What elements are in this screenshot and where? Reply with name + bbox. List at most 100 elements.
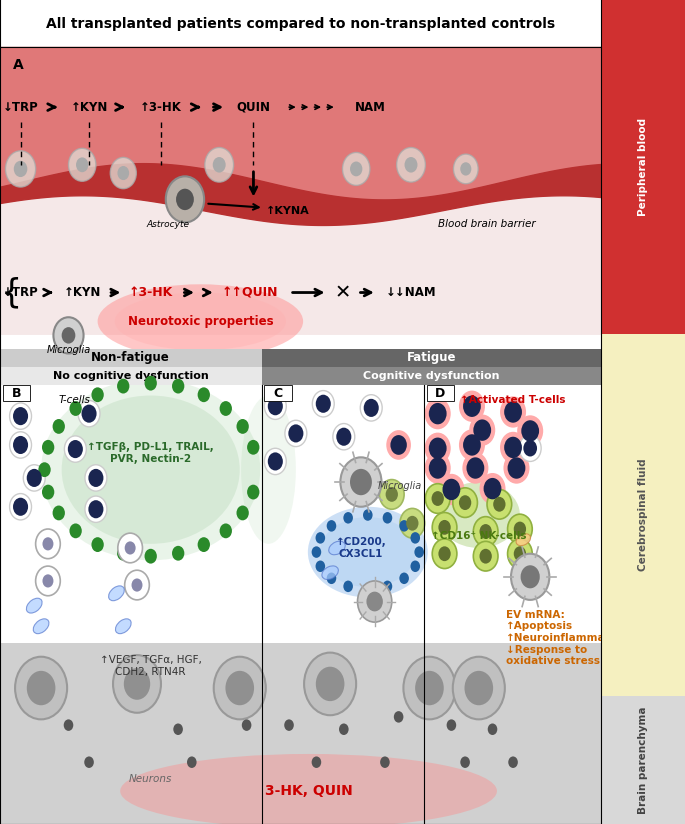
Circle shape: [414, 546, 424, 558]
Circle shape: [5, 151, 36, 187]
Circle shape: [82, 405, 97, 423]
Circle shape: [118, 533, 142, 563]
Circle shape: [429, 438, 447, 459]
Circle shape: [473, 541, 498, 571]
Circle shape: [410, 532, 420, 544]
Circle shape: [386, 487, 398, 502]
Circle shape: [285, 420, 307, 447]
Circle shape: [340, 457, 382, 507]
Circle shape: [110, 157, 136, 189]
Circle shape: [125, 570, 149, 600]
Text: C: C: [273, 386, 283, 400]
Text: ↑Activated T-cells: ↑Activated T-cells: [460, 395, 566, 405]
Ellipse shape: [322, 566, 338, 579]
Bar: [0, 47, 601, 214]
Text: ↑3-HK: ↑3-HK: [129, 286, 173, 299]
Circle shape: [145, 376, 157, 391]
Circle shape: [145, 549, 157, 564]
Circle shape: [42, 537, 53, 550]
Circle shape: [327, 573, 336, 584]
Circle shape: [13, 407, 28, 425]
Circle shape: [336, 428, 351, 446]
Bar: [2, 52, 35, 78]
Circle shape: [172, 545, 184, 560]
Text: EV mRNA:
↑Apoptosis
↑Neuroinflammation
↓Response to
oxidative stress: EV mRNA: ↑Apoptosis ↑Neuroinflammation ↓…: [506, 610, 629, 666]
Circle shape: [343, 512, 353, 523]
Circle shape: [469, 414, 495, 446]
Ellipse shape: [62, 396, 240, 544]
Circle shape: [508, 539, 532, 569]
Ellipse shape: [438, 482, 520, 548]
Circle shape: [264, 448, 286, 475]
Circle shape: [519, 435, 541, 461]
Circle shape: [453, 488, 477, 517]
Bar: [601, 0, 685, 334]
Text: ↓TRP: ↓TRP: [3, 101, 38, 114]
Circle shape: [316, 395, 331, 413]
Circle shape: [447, 719, 456, 731]
Circle shape: [225, 671, 254, 705]
Circle shape: [484, 478, 501, 499]
Circle shape: [508, 457, 525, 479]
Circle shape: [312, 756, 321, 768]
Circle shape: [64, 719, 73, 731]
Circle shape: [459, 495, 471, 510]
Circle shape: [350, 162, 362, 176]
Circle shape: [15, 657, 67, 719]
Bar: [0, 47, 601, 148]
Circle shape: [425, 398, 451, 429]
Circle shape: [459, 429, 485, 461]
Circle shape: [438, 546, 451, 561]
Text: Microglia: Microglia: [47, 345, 90, 355]
Circle shape: [13, 436, 28, 454]
Circle shape: [85, 496, 107, 522]
Circle shape: [360, 395, 382, 421]
Bar: [601, 334, 685, 696]
Bar: [0, 643, 262, 824]
Circle shape: [399, 573, 409, 584]
Circle shape: [500, 432, 526, 463]
Text: No cognitive dysfunction: No cognitive dysfunction: [53, 371, 208, 381]
Ellipse shape: [120, 754, 497, 824]
Circle shape: [236, 506, 249, 521]
Circle shape: [438, 474, 464, 505]
Circle shape: [316, 532, 325, 544]
Circle shape: [517, 415, 543, 447]
Text: Cerebrospinal fluid: Cerebrospinal fluid: [638, 459, 648, 571]
Circle shape: [488, 723, 497, 735]
Circle shape: [205, 147, 234, 182]
Circle shape: [429, 457, 447, 479]
Text: ↑KYN: ↑KYN: [71, 101, 108, 114]
Circle shape: [479, 524, 492, 539]
Ellipse shape: [114, 293, 286, 350]
Circle shape: [383, 581, 393, 592]
Circle shape: [214, 657, 266, 719]
Circle shape: [36, 529, 60, 559]
Circle shape: [236, 419, 249, 434]
Circle shape: [363, 583, 373, 595]
Text: 3-HK, QUIN: 3-HK, QUIN: [264, 784, 353, 798]
Circle shape: [268, 397, 283, 415]
Circle shape: [503, 452, 530, 484]
Circle shape: [64, 436, 86, 462]
Circle shape: [247, 485, 260, 499]
Bar: [264, 385, 292, 401]
Circle shape: [53, 317, 84, 353]
Circle shape: [42, 574, 53, 588]
Text: B: B: [12, 386, 21, 400]
Bar: [0, 0, 601, 47]
Circle shape: [220, 523, 232, 538]
Text: Neurons: Neurons: [129, 774, 173, 784]
Circle shape: [380, 756, 390, 768]
Circle shape: [88, 469, 103, 487]
Circle shape: [343, 581, 353, 592]
Circle shape: [405, 157, 417, 172]
Circle shape: [479, 473, 506, 504]
Circle shape: [443, 479, 460, 500]
Circle shape: [132, 578, 142, 592]
Circle shape: [84, 756, 94, 768]
Ellipse shape: [521, 559, 536, 570]
Circle shape: [53, 506, 65, 521]
Circle shape: [425, 452, 451, 484]
Circle shape: [316, 667, 345, 701]
